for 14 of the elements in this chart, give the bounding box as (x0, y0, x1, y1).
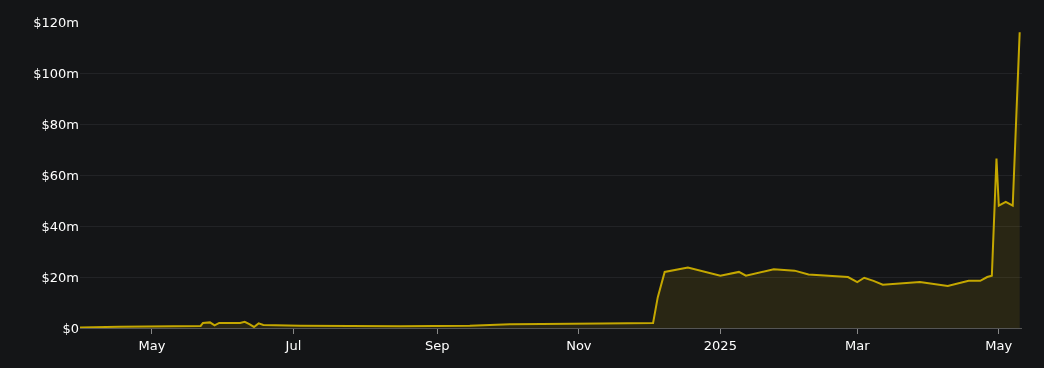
x-tick-label: Mar (845, 337, 871, 353)
x-tick-label: Jul (284, 337, 302, 353)
x-tick-label: May (138, 337, 166, 353)
y-tick-label: $60m (41, 167, 79, 183)
y-tick-label: $0 (62, 320, 79, 336)
x-tick-label: May (985, 337, 1013, 353)
y-tick-label: $40m (41, 218, 79, 234)
y-tick-label: $80m (41, 116, 79, 132)
x-tick-label: Sep (425, 337, 450, 353)
y-tick-label: $20m (41, 269, 79, 285)
y-tick-label: $120m (33, 14, 79, 30)
x-tick-label: 2025 (703, 337, 737, 353)
y-tick-label: $100m (33, 65, 79, 81)
x-tick-label: Nov (566, 337, 592, 353)
